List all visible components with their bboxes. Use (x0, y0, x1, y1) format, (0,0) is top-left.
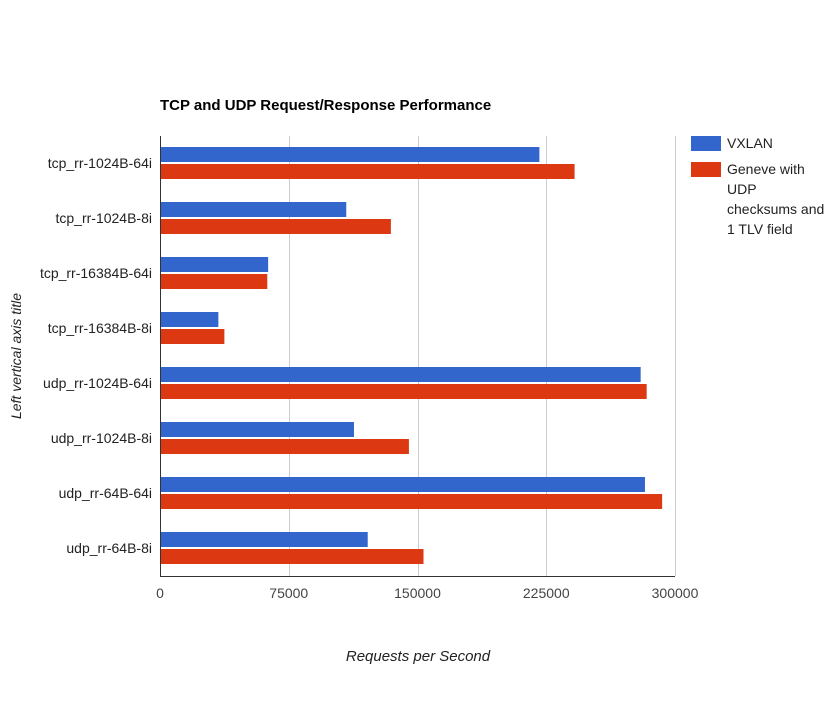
bar-geneve[interactable] (161, 329, 225, 344)
x-tick-label: 75000 (269, 585, 308, 601)
legend-swatch-geneve (691, 162, 721, 177)
y-tick-label: udp_rr-1024B-8i (51, 430, 152, 446)
x-axis-title: Requests per Second (346, 648, 491, 665)
bar-vxlan[interactable] (161, 257, 269, 272)
bar-vxlan[interactable] (161, 422, 354, 437)
bar-vxlan[interactable] (161, 147, 540, 162)
bar-geneve[interactable] (161, 274, 268, 289)
legend-item-vxlan[interactable]: VXLAN (691, 135, 826, 153)
y-tick-label: udp_rr-1024B-64i (43, 375, 152, 391)
legend-label-vxlan: VXLAN (727, 135, 773, 151)
gridlines (289, 136, 676, 576)
bars (161, 147, 663, 564)
axes (160, 136, 675, 577)
legend: VXLAN Geneve with UDP checksums and 1 TL… (691, 135, 826, 247)
x-tick-label: 225000 (523, 585, 570, 601)
legend-label-geneve: Geneve with UDP checksums and 1 TLV fiel… (727, 161, 825, 237)
chart-title: TCP and UDP Request/Response Performance (160, 97, 491, 114)
bar-geneve[interactable] (161, 439, 409, 454)
x-tick-label: 300000 (652, 585, 699, 601)
bar-vxlan[interactable] (161, 202, 347, 217)
legend-item-geneve[interactable]: Geneve with UDP checksums and 1 TLV fiel… (691, 161, 826, 239)
bar-geneve[interactable] (161, 494, 663, 509)
legend-swatch-vxlan (691, 136, 721, 151)
axis-labels: 0 75000 150000 225000 300000 tcp_rr-1024B-64i… (40, 155, 699, 601)
y-axis-title: Left vertical axis title (8, 293, 24, 419)
bar-geneve[interactable] (161, 384, 647, 399)
y-tick-label: tcp_rr-1024B-8i (56, 210, 153, 226)
y-tick-label: udp_rr-64B-8i (66, 540, 152, 556)
bar-geneve[interactable] (161, 219, 391, 234)
x-tick-label: 0 (156, 585, 164, 601)
bar-vxlan[interactable] (161, 367, 641, 382)
x-tick-label: 150000 (394, 585, 441, 601)
bar-vxlan[interactable] (161, 532, 368, 547)
y-tick-label: tcp_rr-16384B-8i (48, 320, 152, 336)
y-tick-label: tcp_rr-16384B-64i (40, 265, 152, 281)
bar-geneve[interactable] (161, 164, 575, 179)
y-tick-label: tcp_rr-1024B-64i (48, 155, 152, 171)
bar-vxlan[interactable] (161, 477, 645, 492)
bar-geneve[interactable] (161, 549, 424, 564)
bar-vxlan[interactable] (161, 312, 219, 327)
y-tick-label: udp_rr-64B-64i (59, 485, 152, 501)
